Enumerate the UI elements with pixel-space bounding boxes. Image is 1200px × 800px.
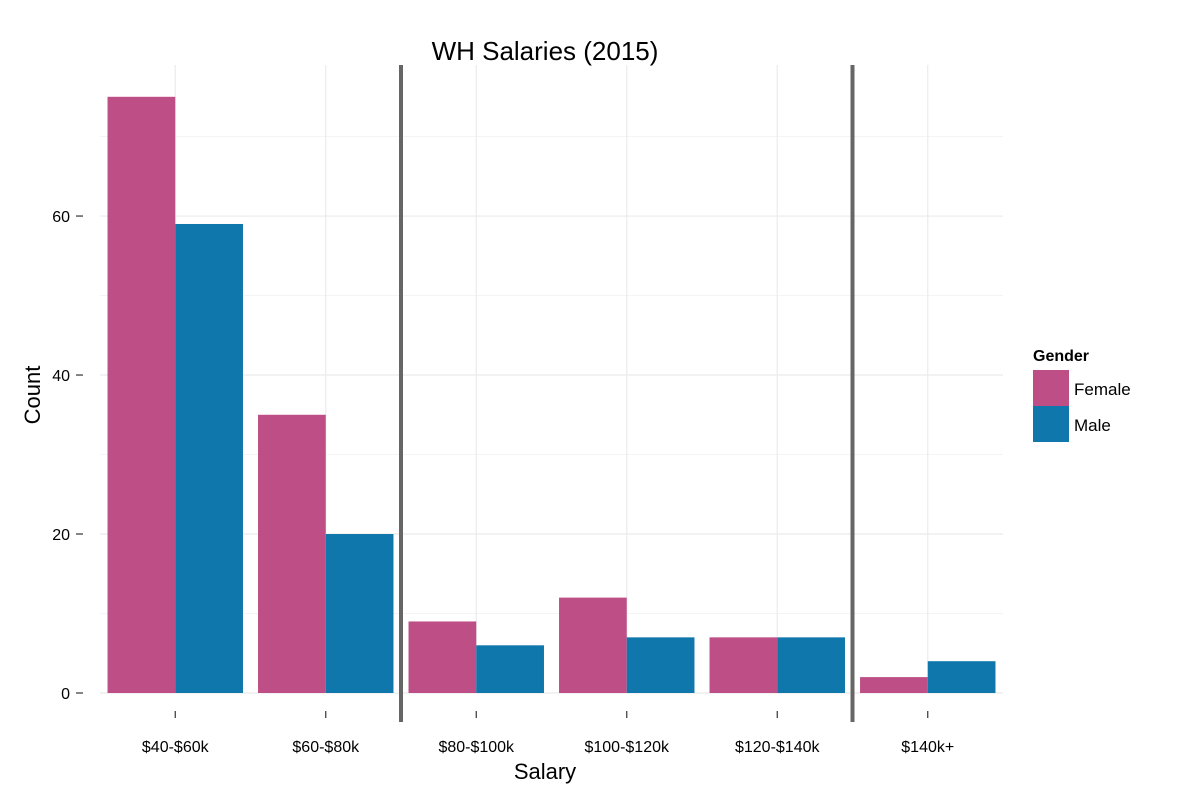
grid xyxy=(100,65,1003,694)
bar-male xyxy=(175,223,243,693)
x-tick-label: $140k+ xyxy=(901,739,954,756)
bar-female xyxy=(258,414,326,693)
legend-swatch-male xyxy=(1033,406,1069,442)
bar-male xyxy=(626,637,695,693)
x-tick-label: $100-$120k xyxy=(584,739,670,756)
bar-male xyxy=(476,645,544,693)
chart-title: WH Salaries (2015) xyxy=(432,36,659,66)
divider-lines xyxy=(399,65,855,722)
x-tick-label: $40-$60k xyxy=(142,739,210,756)
bar-male xyxy=(325,534,394,693)
y-tick-label: 0 xyxy=(61,686,70,703)
bar-female xyxy=(408,621,477,693)
x-tick-label: $120-$140k xyxy=(735,739,821,756)
bar-male xyxy=(777,637,845,693)
bar-female xyxy=(107,96,176,693)
legend-title: Gender xyxy=(1033,348,1089,365)
x-tick-label: $60-$80k xyxy=(292,739,360,756)
legend-label-male: Male xyxy=(1074,416,1111,435)
y-tick-label: 40 xyxy=(52,368,70,385)
x-axis-title: Salary xyxy=(514,759,576,784)
bar-male xyxy=(927,661,996,693)
legend-swatch-female xyxy=(1033,370,1069,406)
y-tick-label: 60 xyxy=(52,209,70,226)
x-tick-label: $80-$100k xyxy=(438,739,515,756)
y-tick-label: 20 xyxy=(52,527,70,544)
y-axis-title: Count xyxy=(20,366,45,425)
legend-label-female: Female xyxy=(1074,380,1131,399)
axis-ticks: 0 20 40 60 $40-$60k $60-$80k $80-$100k $100-$12… xyxy=(52,209,954,756)
legend: Gender Female Male xyxy=(1033,348,1131,442)
bar-female xyxy=(860,677,928,693)
bar-female xyxy=(559,597,627,693)
bar-female xyxy=(709,637,778,693)
bars xyxy=(107,96,996,693)
